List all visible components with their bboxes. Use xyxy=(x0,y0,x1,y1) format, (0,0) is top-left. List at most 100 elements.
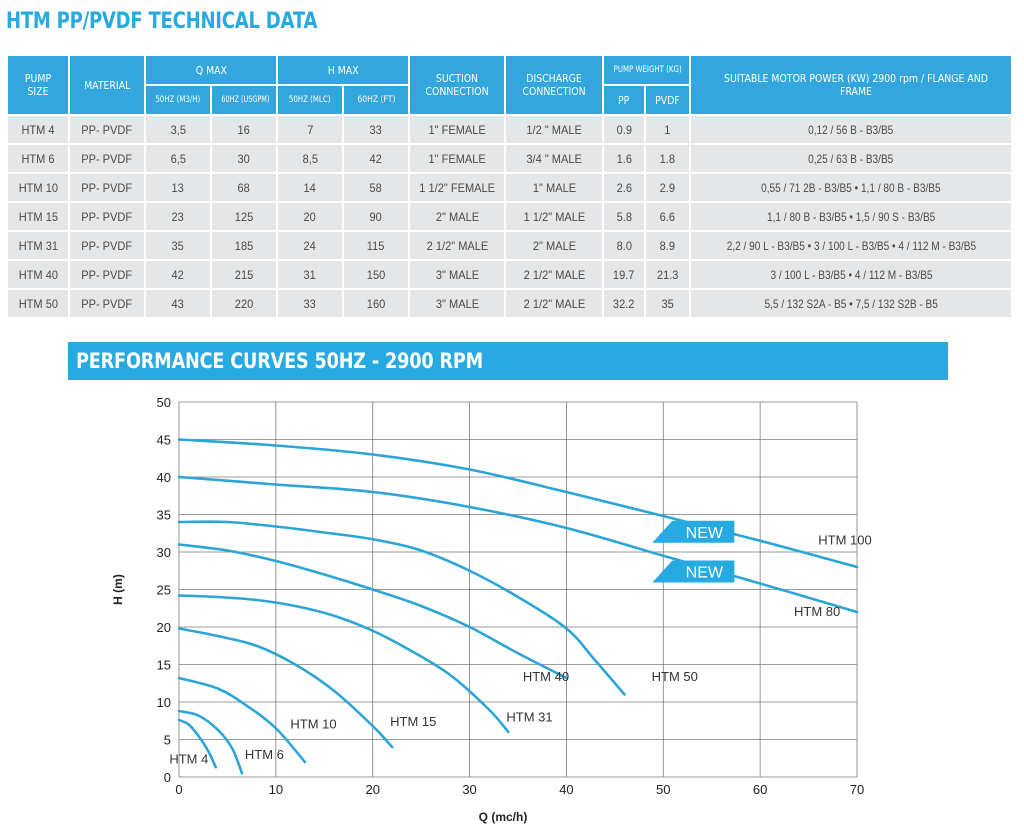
cell-material: PP- PVDF xyxy=(70,174,144,201)
cell-material: PP- PVDF xyxy=(70,116,144,143)
cell-pp: 8.0 xyxy=(604,232,645,259)
header-h-60hz: 60HZ (FT) xyxy=(344,86,409,114)
cell-pp: 1.6 xyxy=(604,145,645,172)
cell-motor: 2,2 / 90 L - B3/B5 • 3 / 100 L - B3/B5 •… xyxy=(691,232,1012,259)
chart-banner-title: PERFORMANCE CURVES 50HZ - 2900 RPM xyxy=(76,349,484,373)
curve-htm-4 xyxy=(177,718,218,769)
cell-pp: 2.6 xyxy=(604,174,645,201)
cell-h50: 7 xyxy=(278,116,342,143)
curve-htm-40 xyxy=(177,543,568,680)
cell-pvdf: 21.3 xyxy=(646,261,690,288)
cell-pp: 5.8 xyxy=(604,203,645,230)
x-tick-label: 50 xyxy=(656,782,670,797)
table-row: HTM 50 PP- PVDF 43 220 33 160 3" MALE 2 1/2" MA… xyxy=(8,290,1012,317)
cell-suction: 2 1/2" MALE xyxy=(410,232,505,259)
cell-size: HTM 4 xyxy=(8,116,68,143)
curve-label: HTM 15 xyxy=(390,714,436,729)
curve-label: HTM 6 xyxy=(245,747,284,762)
cell-q50: 3,5 xyxy=(146,116,210,143)
cell-q50: 6,5 xyxy=(146,145,210,172)
header-q-max: Q MAX xyxy=(146,56,276,84)
cell-discharge: 2 1/2" MALE xyxy=(506,290,603,317)
cell-h50: 20 xyxy=(278,203,342,230)
header-q-60hz: 60HZ (USGPM) xyxy=(212,86,276,114)
curve-label: HTM 50 xyxy=(652,669,698,684)
curve-label: HTM 10 xyxy=(290,716,336,731)
curve-label: HTM 31 xyxy=(506,710,552,725)
cell-discharge: 1" MALE xyxy=(506,174,603,201)
x-tick-label: 30 xyxy=(462,782,476,797)
x-tick-label: 70 xyxy=(850,782,864,797)
cell-q60: 16 xyxy=(212,116,276,143)
x-tick-label: 40 xyxy=(559,782,573,797)
y-axis-label: H (m) xyxy=(111,574,125,605)
cell-h50: 24 xyxy=(278,232,342,259)
header-q-50hz: 50HZ (M3/H) xyxy=(146,86,210,114)
curve-htm-80 xyxy=(177,475,859,614)
cell-material: PP- PVDF xyxy=(70,203,144,230)
technical-data-table: PUMP SIZE MATERIAL Q MAX H MAX SUCTION C… xyxy=(6,54,1013,319)
cell-q50: 43 xyxy=(146,290,210,317)
cell-suction: 3" MALE xyxy=(410,290,505,317)
curve-htm-31 xyxy=(177,594,510,734)
new-tag-label: NEW xyxy=(686,525,724,542)
cell-material: PP- PVDF xyxy=(70,261,144,288)
x-tick-label: 60 xyxy=(753,782,767,797)
cell-pvdf: 8.9 xyxy=(646,232,690,259)
cell-q60: 125 xyxy=(212,203,276,230)
cell-discharge: 3/4 " MALE xyxy=(506,145,603,172)
cell-material: PP- PVDF xyxy=(70,232,144,259)
y-tick-label: 50 xyxy=(157,395,171,410)
cell-q60: 220 xyxy=(212,290,276,317)
table-row: HTM 31 PP- PVDF 35 185 24 115 2 1/2" MALE 2" MA… xyxy=(8,232,1012,259)
new-tag-label: NEW xyxy=(686,565,724,582)
cell-pp: 19.7 xyxy=(604,261,645,288)
y-tick-label: 45 xyxy=(157,433,171,448)
curve-htm-50 xyxy=(177,520,626,696)
cell-discharge: 2" MALE xyxy=(506,232,603,259)
cell-suction: 1" FEMALE xyxy=(410,145,505,172)
curve-htm-100 xyxy=(177,438,859,569)
cell-pvdf: 2.9 xyxy=(646,174,690,201)
curve-label: HTM 100 xyxy=(818,533,871,548)
curve-htm-15 xyxy=(177,627,394,749)
cell-motor: 0,25 / 63 B - B3/B5 xyxy=(691,145,1012,172)
cell-q50: 42 xyxy=(146,261,210,288)
cell-size: HTM 6 xyxy=(8,145,68,172)
cell-q60: 68 xyxy=(212,174,276,201)
header-material: MATERIAL xyxy=(70,56,144,114)
cell-motor: 0,55 / 71 2B - B3/B5 • 1,1 / 80 B - B3/B… xyxy=(691,174,1012,201)
table-body: HTM 4 PP- PVDF 3,5 16 7 33 1" FEMALE 1/2 " MALE… xyxy=(8,116,1012,317)
curve-label: HTM 4 xyxy=(169,752,208,767)
cell-discharge: 1/2 " MALE xyxy=(506,116,603,143)
cell-q60: 215 xyxy=(212,261,276,288)
y-tick-label: 25 xyxy=(157,583,171,598)
cell-h60: 58 xyxy=(344,174,409,201)
cell-q60: 30 xyxy=(212,145,276,172)
header-suction: SUCTION CONNECTION xyxy=(410,56,505,114)
chart-banner: PERFORMANCE CURVES 50HZ - 2900 RPM xyxy=(68,342,948,380)
y-tick-label: 0 xyxy=(164,770,171,785)
x-tick-label: 10 xyxy=(269,782,283,797)
y-tick-label: 15 xyxy=(157,658,171,673)
header-pp: PP xyxy=(604,86,645,114)
table-row: HTM 15 PP- PVDF 23 125 20 90 2" MALE 1 1/2" MAL… xyxy=(8,203,1012,230)
x-axis-label: Q (mc/h) xyxy=(479,810,528,824)
cell-suction: 2" MALE xyxy=(410,203,505,230)
cell-motor: 1,1 / 80 B - B3/B5 • 1,5 / 90 S - B3/B5 xyxy=(691,203,1012,230)
cell-size: HTM 50 xyxy=(8,290,68,317)
y-tick-label: 35 xyxy=(157,508,171,523)
cell-pvdf: 35 xyxy=(646,290,690,317)
header-h-max: H MAX xyxy=(278,56,409,84)
x-tick-label: 0 xyxy=(175,782,182,797)
cell-size: HTM 15 xyxy=(8,203,68,230)
cell-size: HTM 10 xyxy=(8,174,68,201)
y-tick-label: 10 xyxy=(157,695,171,710)
new-tag xyxy=(652,520,735,543)
curve-label: HTM 80 xyxy=(794,604,840,619)
cell-h60: 33 xyxy=(344,116,409,143)
cell-h60: 115 xyxy=(344,232,409,259)
header-pvdf: PVDF xyxy=(646,86,690,114)
cell-h60: 150 xyxy=(344,261,409,288)
table-row: HTM 40 PP- PVDF 42 215 31 150 3" MALE 2 1/2" MA… xyxy=(8,261,1012,288)
